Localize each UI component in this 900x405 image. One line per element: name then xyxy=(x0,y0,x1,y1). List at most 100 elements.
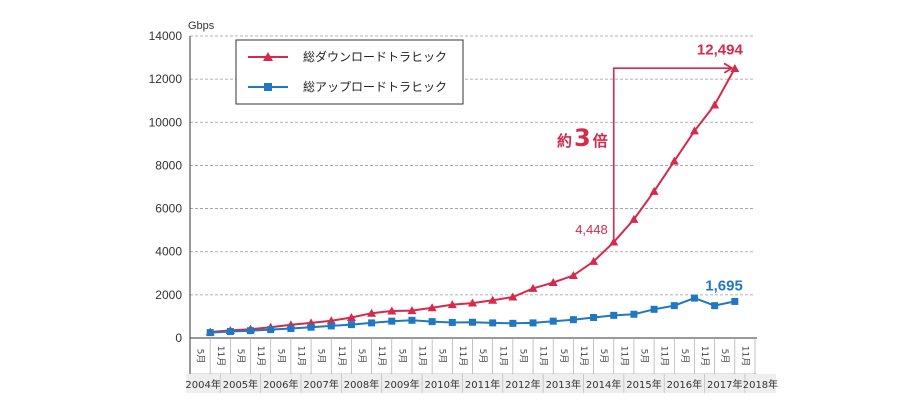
x-tick-month: 11月 xyxy=(255,346,266,366)
year-label-2018年: 2018年 xyxy=(743,378,778,391)
year-label-2007年: 2007年 xyxy=(303,378,338,391)
upload-point xyxy=(448,318,456,326)
upload-point xyxy=(731,297,739,305)
x-tick-month: 5月 xyxy=(396,349,407,364)
download-point xyxy=(669,156,679,165)
x-tick-month: 11月 xyxy=(538,346,549,366)
download-point xyxy=(629,214,639,223)
download-point xyxy=(689,126,699,135)
year-label-2004年: 2004年 xyxy=(185,378,220,391)
upload-point xyxy=(469,318,476,326)
download-point xyxy=(548,278,558,287)
year-label-2006年: 2006年 xyxy=(263,378,298,391)
download-point xyxy=(568,270,578,279)
download-point xyxy=(367,308,377,317)
legend-upload-square-icon xyxy=(264,83,272,91)
upload-point xyxy=(226,328,234,336)
upload-point xyxy=(509,319,517,327)
year-label-2013年: 2013年 xyxy=(546,378,581,391)
y-tick-labels: 0 2000 4000 6000 8000 10000 12000 14000 xyxy=(149,29,183,345)
grid-lines xyxy=(190,35,755,296)
growth-label: 約3 倍 xyxy=(557,124,608,152)
x-tick-month: 5月 xyxy=(275,349,286,364)
upload-point xyxy=(287,325,295,333)
download-point xyxy=(528,283,538,292)
year-label-2008年: 2008年 xyxy=(344,378,379,391)
upload-point xyxy=(267,326,275,334)
y-tick-2000: 2000 xyxy=(155,288,182,302)
growth-number: 3 xyxy=(574,124,591,152)
year-labels: 2004年 2005年 2006年 2007年 2008年 2009年 2010年 2011年… xyxy=(185,374,778,393)
x-tick-month: 11月 xyxy=(417,346,428,366)
x-tick-month: 5月 xyxy=(437,349,448,364)
upload-point xyxy=(428,318,436,326)
download-point xyxy=(387,306,397,315)
download-point xyxy=(710,100,720,109)
x-tick-month: 11月 xyxy=(618,346,629,366)
x-tick-month: 11月 xyxy=(215,346,226,366)
download-point xyxy=(326,316,336,325)
x-tick-month: 5月 xyxy=(356,349,367,364)
upload-point xyxy=(489,319,497,327)
x-tick-month: 5月 xyxy=(195,349,206,364)
x-tick-month: 5月 xyxy=(679,349,690,364)
download-point xyxy=(649,186,659,195)
legend-item-upload: 総アップロードトラヒック xyxy=(248,80,447,94)
x-tick-labels: 5月 11月 5月 11月 5月 11月 5月 11月 5月 11月 5月 11月 5月 11月 5月 11月… xyxy=(195,346,751,366)
year-band xyxy=(186,374,776,393)
upload-point xyxy=(206,329,214,337)
x-tick-month: 5月 xyxy=(316,349,327,364)
year-label-2017年: 2017年 xyxy=(707,378,742,391)
midpoint-value-label: 4,448 xyxy=(575,222,608,237)
upload-end-label: 1,695 xyxy=(705,277,743,294)
legend-download-triangle-icon xyxy=(263,52,273,61)
upload-point xyxy=(347,321,355,329)
year-label-2005年: 2005年 xyxy=(223,378,258,391)
download-point xyxy=(468,298,477,307)
download-end-label: 12,494 xyxy=(697,41,744,58)
y-tick-8000: 8000 xyxy=(155,158,182,172)
y-tick-12000: 12000 xyxy=(149,72,183,86)
growth-prefix: 約 xyxy=(557,132,572,150)
x-tick-month: 5月 xyxy=(477,349,488,364)
upload-point xyxy=(630,310,638,318)
upload-point xyxy=(610,311,618,319)
year-label-2010年: 2010年 xyxy=(425,378,460,391)
upload-point xyxy=(711,302,719,310)
year-label-2015年: 2015年 xyxy=(626,378,661,391)
upload-point xyxy=(690,294,698,302)
upload-point xyxy=(529,319,537,327)
annotations: 12,494 1,695 4,448 約3 倍 xyxy=(557,41,743,294)
year-label-2014年: 2014年 xyxy=(586,378,621,391)
legend-upload-label: 総アップロードトラヒック xyxy=(303,80,447,94)
year-label-2016年: 2016年 xyxy=(667,378,702,391)
x-tick-month: 5月 xyxy=(598,349,609,364)
y-tick-14000: 14000 xyxy=(149,29,183,43)
upload-point xyxy=(549,317,557,325)
x-tick-month: 5月 xyxy=(719,349,730,364)
download-point xyxy=(508,292,518,301)
upload-point xyxy=(650,305,658,313)
upload-point xyxy=(408,316,416,324)
upload-point xyxy=(590,314,598,322)
legend: 総ダウンロードトラヒック 総アップロードトラヒック xyxy=(235,39,464,105)
download-point xyxy=(346,313,356,322)
series-lines xyxy=(205,63,740,337)
legend-box xyxy=(235,39,464,105)
y-tick-10000: 10000 xyxy=(149,115,183,129)
growth-suffix: 倍 xyxy=(593,132,608,150)
year-label-2012年: 2012年 xyxy=(505,378,540,391)
legend-item-download: 総ダウンロードトラヒック xyxy=(248,49,447,64)
download-point xyxy=(427,303,437,312)
x-tick-month: 11月 xyxy=(739,346,750,366)
x-tick-month: 11月 xyxy=(295,346,306,366)
x-tick-month: 11月 xyxy=(578,346,589,366)
upload-point xyxy=(247,327,255,335)
x-tick-month: 11月 xyxy=(336,346,347,366)
legend-download-label: 総ダウンロードトラヒック xyxy=(303,49,447,64)
upload-point xyxy=(569,316,577,324)
upload-point xyxy=(327,322,335,330)
y-unit-label: Gbps xyxy=(188,20,215,32)
